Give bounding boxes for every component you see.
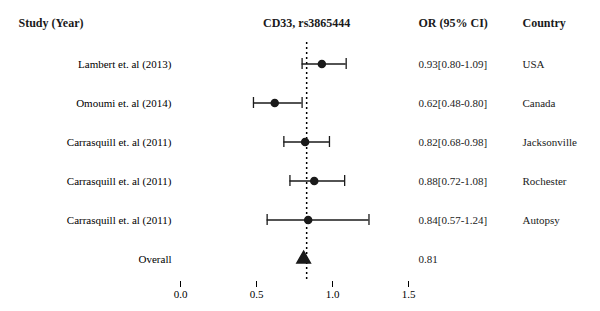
svg-text:OR (95% CI): OR (95% CI) <box>419 16 488 30</box>
svg-text:Rochester: Rochester <box>523 175 567 187</box>
svg-text:Omoumi et. al (2014): Omoumi et. al (2014) <box>76 97 172 110</box>
svg-text:Overall: Overall <box>139 253 172 265</box>
svg-text:Country: Country <box>523 16 566 30</box>
svg-text:Lambert et. al (2013): Lambert et. al (2013) <box>78 58 172 71</box>
svg-text:Carrasquill et. al (2011): Carrasquill et. al (2011) <box>67 175 172 188</box>
svg-text:0.62[0.48-0.80]: 0.62[0.48-0.80] <box>419 97 488 109</box>
svg-text:Study (Year): Study (Year) <box>19 16 84 30</box>
svg-text:Jacksonville: Jacksonville <box>523 136 577 148</box>
svg-text:0.0: 0.0 <box>174 288 188 300</box>
svg-text:Carrasquill et. al (2011): Carrasquill et. al (2011) <box>67 136 172 149</box>
svg-text:Autopsy: Autopsy <box>523 214 561 226</box>
svg-text:Canada: Canada <box>523 97 556 109</box>
svg-text:CD33, rs3865444: CD33, rs3865444 <box>263 16 350 30</box>
svg-text:0.88[0.72-1.08]: 0.88[0.72-1.08] <box>419 175 488 187</box>
svg-text:0.81: 0.81 <box>419 253 438 265</box>
svg-text:Carrasquill et. al (2011): Carrasquill et. al (2011) <box>67 214 172 227</box>
svg-text:0.5: 0.5 <box>250 288 264 300</box>
svg-text:0.84[0.57-1.24]: 0.84[0.57-1.24] <box>419 214 488 226</box>
svg-text:0.82[0.68-0.98]: 0.82[0.68-0.98] <box>419 136 488 148</box>
svg-text:0.93[0.80-1.09]: 0.93[0.80-1.09] <box>419 58 488 70</box>
svg-text:USA: USA <box>523 58 545 70</box>
svg-text:1.0: 1.0 <box>326 288 340 300</box>
svg-text:1.5: 1.5 <box>402 288 416 300</box>
